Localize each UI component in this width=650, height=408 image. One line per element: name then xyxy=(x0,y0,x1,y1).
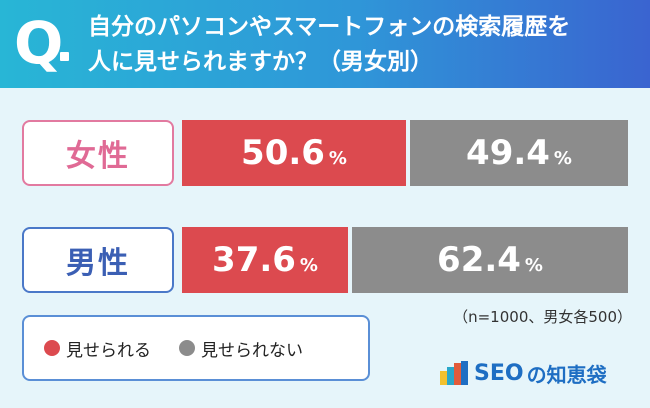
logo-mark-bar xyxy=(440,371,447,385)
bar-male-show: 37.6% xyxy=(182,227,348,293)
bar-value-female-show: 50.6 xyxy=(241,133,325,173)
legend-label-show: 見せられる xyxy=(66,340,151,361)
question-text-line2: 人に見せられますか？（男女別） xyxy=(88,49,433,75)
sample-note: （n=1000、男女各500） xyxy=(453,308,632,326)
logo-mark-bar xyxy=(461,361,468,385)
logo-text-jp: の知恵袋 xyxy=(526,362,607,387)
question-dot xyxy=(60,52,69,61)
legend-item-noshow: 見せられない xyxy=(179,336,303,361)
legend-dot-show xyxy=(44,340,60,356)
brand-logo: SEO の知恵袋 xyxy=(440,357,607,389)
bar-female-show: 50.6% xyxy=(182,120,406,186)
legend-dot-noshow xyxy=(179,340,195,356)
logo-text-seo: SEO xyxy=(474,360,524,386)
bar-value-male-show: 37.6 xyxy=(212,240,296,280)
question-mark: Q xyxy=(14,9,64,77)
bar-unit-male-show: % xyxy=(299,254,318,276)
logo-mark-bar xyxy=(447,367,454,385)
question-text-line1: 自分のパソコンやスマートフォンの検索履歴を xyxy=(88,14,571,40)
bar-unit-female-show: % xyxy=(328,147,347,169)
legend: 見せられる 見せられない xyxy=(22,315,370,381)
bar-unit-male-noshow: % xyxy=(524,254,543,276)
logo-mark-icon xyxy=(440,361,468,385)
bar-female-noshow: 49.4% xyxy=(410,120,628,186)
row-label-female: 女性 xyxy=(22,120,174,186)
legend-label-noshow: 見せられない xyxy=(201,340,303,361)
logo-mark-bar xyxy=(454,363,461,385)
bar-unit-female-noshow: % xyxy=(553,147,572,169)
bar-value-female-noshow: 49.4 xyxy=(466,133,550,173)
legend-item-show: 見せられる xyxy=(44,336,151,361)
bar-value-male-noshow: 62.4 xyxy=(437,240,521,280)
bar-male-noshow: 62.4% xyxy=(352,227,628,293)
question-header: Q 自分のパソコンやスマートフォンの検索履歴を 人に見せられますか？（男女別） xyxy=(0,0,650,88)
row-label-male: 男性 xyxy=(22,227,174,293)
